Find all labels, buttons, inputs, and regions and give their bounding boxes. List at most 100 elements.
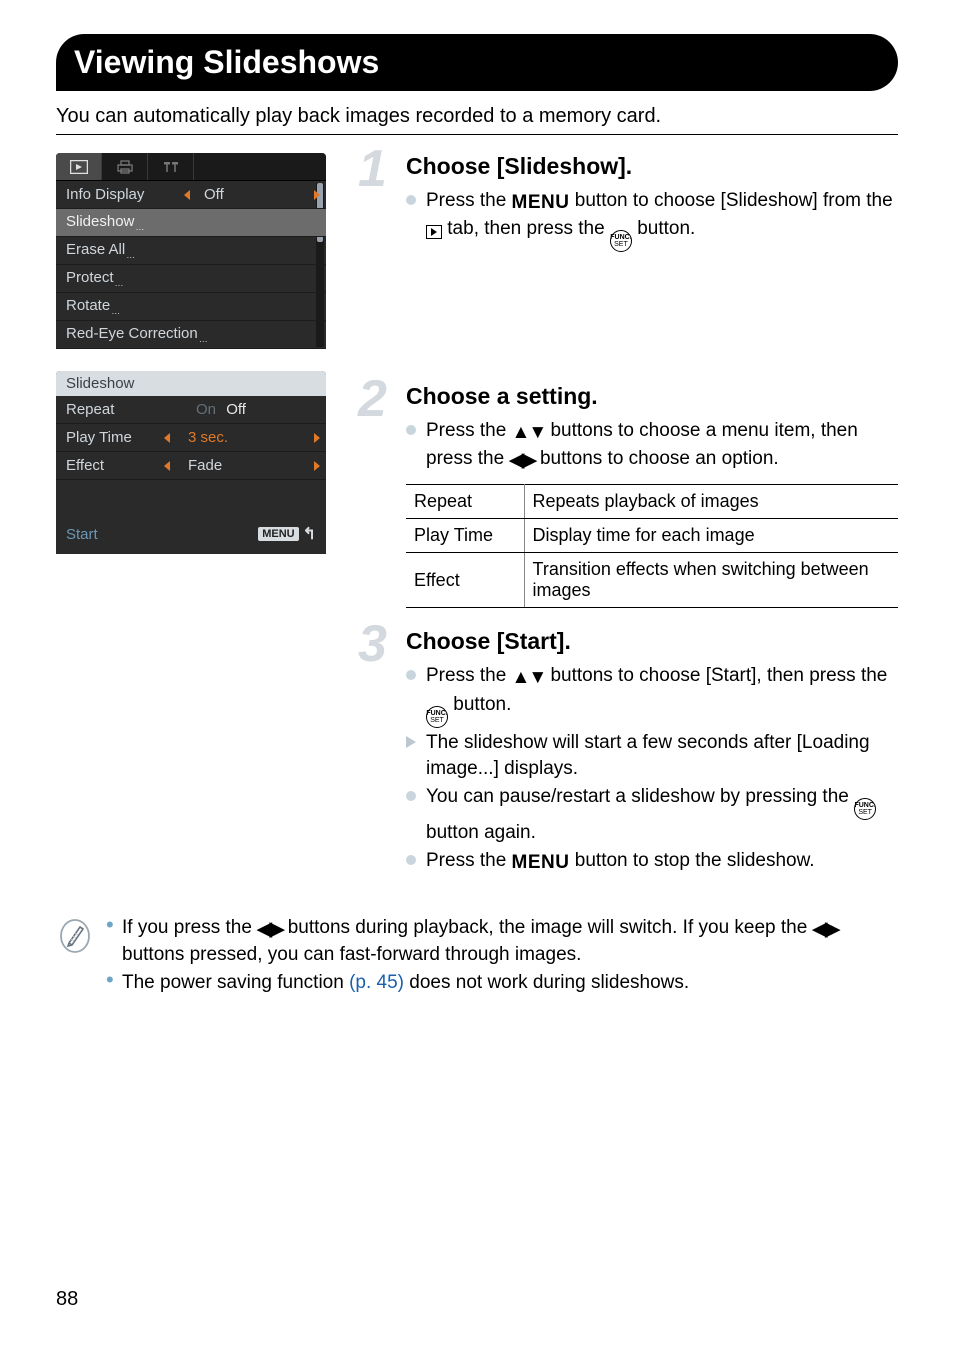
menu-row-red-eye: Red-Eye Correction: [56, 321, 326, 349]
step-item: Press the ▲▼ buttons to choose a menu it…: [406, 418, 898, 474]
menu-row-rotate: Rotate: [56, 293, 326, 321]
menu-label: Play Time: [66, 429, 166, 446]
footnote-list: If you press the ◀▶ buttons during playb…: [106, 915, 894, 998]
footnote: If you press the ◀▶ buttons during playb…: [56, 915, 898, 998]
table-row: EffectTransition effects when switching …: [406, 553, 898, 608]
step-items: Press the ▲▼ buttons to choose a menu it…: [406, 418, 898, 474]
step-title: Choose [Start].: [406, 628, 898, 655]
left-right-icon: ◀▶: [509, 448, 534, 474]
menu-value: Fade: [188, 457, 222, 474]
menu-row-play-time: Play Time 3 sec.: [56, 424, 326, 452]
page-title-bar: Viewing Slideshows: [56, 34, 898, 91]
result-arrow-icon: [406, 736, 416, 748]
menu-value: Off: [204, 186, 224, 203]
step-number: 1: [358, 143, 387, 195]
table-key: Play Time: [406, 519, 524, 553]
menu-row-erase-all: Erase All: [56, 237, 326, 265]
on-off: On Off: [196, 401, 246, 418]
step-2: 2Choose a setting.Press the ▲▼ buttons t…: [362, 383, 898, 608]
table-value: Transition effects when switching betwee…: [524, 553, 898, 608]
step-title: Choose [Slideshow].: [406, 153, 898, 180]
page-title: Viewing Slideshows: [74, 44, 379, 80]
bullet-icon: [406, 195, 416, 205]
menu-row-slideshow: Slideshow: [56, 209, 326, 237]
step-items: Press the ▲▼ buttons to choose [Start], …: [406, 663, 898, 876]
slideshow-footer: Start MENU ↰: [56, 514, 326, 554]
menu-label: Effect: [66, 457, 166, 474]
camera-tabs: [56, 153, 326, 181]
arrow-right-icon: [314, 190, 320, 200]
menu-label: Red-Eye Correction: [66, 325, 246, 344]
step-items: Press the MENU button to choose [Slidesh…: [406, 188, 898, 252]
step-1: 1Choose [Slideshow].Press the MENU butto…: [362, 153, 898, 363]
bullet-icon: [406, 425, 416, 435]
table-key: Repeat: [406, 485, 524, 519]
step-title: Choose a setting.: [406, 383, 898, 410]
menu-label: Slideshow: [66, 213, 186, 232]
camera-menu1-rows: Info Display Off Slideshow Erase All Pro…: [56, 181, 326, 349]
settings-table: RepeatRepeats playback of imagesPlay Tim…: [406, 484, 898, 608]
menu-word-icon: MENU: [512, 850, 570, 876]
on-label: On: [196, 401, 216, 418]
start-label: Start: [66, 526, 98, 543]
menu-word-icon: MENU: [512, 190, 570, 216]
func-set-icon: FUNC.SET: [854, 798, 876, 820]
page-ref-link[interactable]: (p. 45): [349, 972, 404, 993]
footnote-item: The power saving function (p. 45) does n…: [106, 970, 894, 996]
menu-back-badge: MENU ↰: [258, 524, 316, 544]
off-label: Off: [226, 401, 246, 418]
footnote-item: If you press the ◀▶ buttons during playb…: [106, 915, 894, 968]
step-number: 3: [358, 618, 387, 670]
up-down-icon: ▲▼: [512, 665, 546, 691]
menu-label: Repeat: [66, 401, 166, 418]
menu-label: Rotate: [66, 297, 186, 316]
arrow-right-icon: [314, 461, 320, 471]
menu-label: Info Display: [66, 186, 186, 203]
func-set-icon: FUNC.SET: [426, 706, 448, 728]
undo-icon: ↰: [303, 524, 316, 544]
arrow-left-icon: [164, 433, 170, 443]
play-tab-icon: [426, 225, 442, 239]
left-right-icon: ◀▶: [813, 917, 838, 943]
step-item: Press the MENU button to stop the slides…: [406, 848, 898, 876]
table-row: RepeatRepeats playback of images: [406, 485, 898, 519]
step-item: The slideshow will start a few seconds a…: [406, 730, 898, 782]
step-3: 3Choose [Start].Press the ▲▼ buttons to …: [362, 628, 898, 876]
arrow-left-icon: [184, 190, 190, 200]
step-item: You can pause/restart a slideshow by pre…: [406, 784, 898, 846]
menu-value: 3 sec.: [188, 429, 228, 446]
left-right-icon: ◀▶: [257, 917, 282, 943]
page-number: 88: [56, 1288, 78, 1311]
func-set-icon: FUNC.SET: [610, 230, 632, 252]
menu-row-info-display: Info Display Off: [56, 181, 326, 209]
table-value: Display time for each image: [524, 519, 898, 553]
menu-label: Erase All: [66, 241, 186, 260]
pencil-note-icon: [60, 919, 90, 953]
content: Info Display Off Slideshow Erase All Pro…: [56, 153, 898, 897]
slideshow-header: Slideshow: [56, 371, 326, 396]
tab-tools-icon: [148, 153, 194, 180]
step-item: Press the MENU button to choose [Slidesh…: [406, 188, 898, 252]
step-item: Press the ▲▼ buttons to choose [Start], …: [406, 663, 898, 727]
tab-print-icon: [102, 153, 148, 180]
right-column: 1Choose [Slideshow].Press the MENU butto…: [362, 153, 898, 897]
step-number: 2: [358, 373, 387, 425]
divider: [56, 134, 898, 135]
table-row: Play TimeDisplay time for each image: [406, 519, 898, 553]
camera-menu-slideshow: Slideshow Repeat On Off Play Time 3 sec.: [56, 371, 326, 554]
table-value: Repeats playback of images: [524, 485, 898, 519]
camera-menu2-rows: Repeat On Off Play Time 3 sec. Effect Fa…: [56, 396, 326, 554]
menu-row-repeat: Repeat On Off: [56, 396, 326, 424]
table-key: Effect: [406, 553, 524, 608]
menu-badge-text: MENU: [258, 527, 298, 541]
arrow-left-icon: [164, 461, 170, 471]
camera-menu-playback: Info Display Off Slideshow Erase All Pro…: [56, 153, 326, 349]
left-column: Info Display Off Slideshow Erase All Pro…: [56, 153, 326, 897]
up-down-icon: ▲▼: [512, 420, 546, 446]
menu-row-protect: Protect: [56, 265, 326, 293]
bullet-icon: [406, 791, 416, 801]
bullet-icon: [406, 670, 416, 680]
menu-label: Protect: [66, 269, 186, 288]
tab-playback-icon: [56, 153, 102, 180]
menu-row-effect: Effect Fade: [56, 452, 326, 480]
